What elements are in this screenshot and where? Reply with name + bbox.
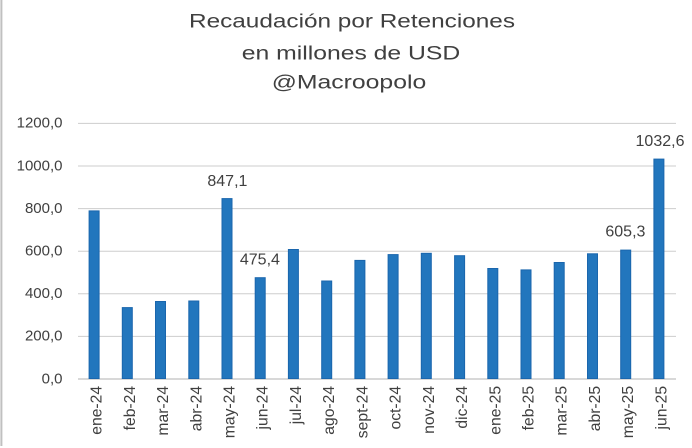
svg-text:may-24: may-24 [222,386,239,439]
svg-text:feb-24: feb-24 [122,386,139,431]
svg-text:jul-24: jul-24 [288,386,305,426]
svg-text:605,3: 605,3 [605,224,645,241]
svg-text:475,4: 475,4 [240,251,280,268]
svg-text:jun-25: jun-25 [653,386,670,431]
svg-text:sept-24: sept-24 [354,386,371,439]
svg-text:mar-25: mar-25 [554,386,571,436]
svg-text:@Macroopolo: @Macroopolo [272,72,427,93]
svg-text:jun-24: jun-24 [255,386,272,431]
svg-text:nov-24: nov-24 [421,386,438,434]
svg-text:600,0: 600,0 [25,243,63,260]
svg-text:847,1: 847,1 [207,173,247,190]
svg-text:en millones de USD: en millones de USD [242,44,461,65]
svg-text:feb-25: feb-25 [521,386,538,431]
svg-text:ene-25: ene-25 [487,386,504,435]
svg-text:800,0: 800,0 [25,200,63,217]
svg-text:dic-24: dic-24 [454,386,471,429]
svg-text:1200,0: 1200,0 [17,115,63,132]
svg-text:1000,0: 1000,0 [17,157,63,174]
svg-text:ene-24: ene-24 [89,386,106,435]
svg-text:ago-24: ago-24 [321,386,338,435]
svg-text:abr-24: abr-24 [188,386,205,432]
svg-text:0,0: 0,0 [42,370,63,387]
svg-text:400,0: 400,0 [25,285,63,302]
svg-text:Recaudación por Retenciones: Recaudación por Retenciones [189,12,515,33]
svg-text:abr-25: abr-25 [587,386,604,432]
svg-text:1032,6: 1032,6 [636,133,685,150]
svg-text:oct-24: oct-24 [388,386,405,430]
svg-text:200,0: 200,0 [25,328,63,345]
svg-text:mar-24: mar-24 [155,386,172,436]
svg-text:may-25: may-25 [620,386,637,439]
